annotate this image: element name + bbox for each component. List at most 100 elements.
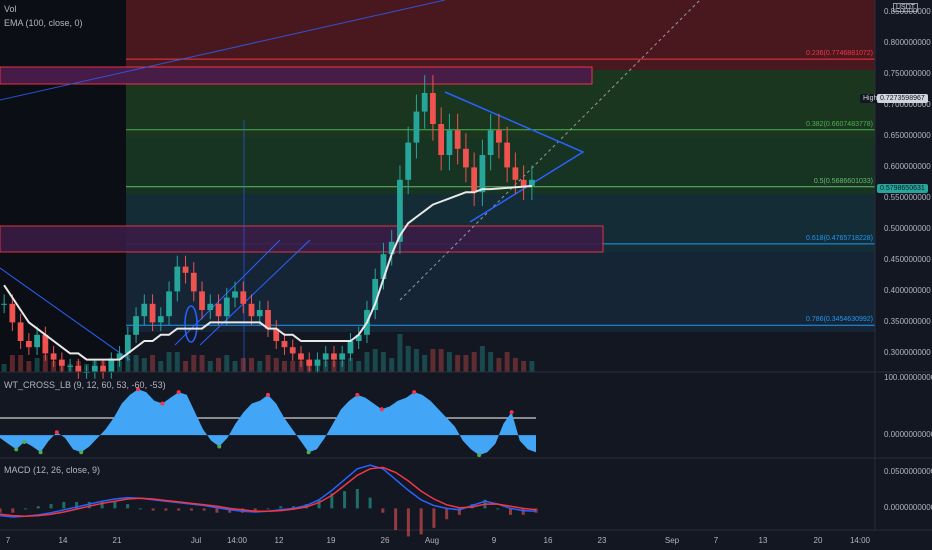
volume-bar xyxy=(463,355,469,372)
indicator-vol[interactable]: Vol xyxy=(4,4,17,14)
fib-zone-618-786 xyxy=(126,252,875,332)
dashed-trendline[interactable] xyxy=(399,0,701,301)
candle-body xyxy=(421,93,428,112)
candle-body xyxy=(289,347,296,354)
macd-hist-bar xyxy=(75,501,79,509)
macd-hist-bar xyxy=(228,508,232,513)
candle-body xyxy=(124,334,131,354)
volume-bar xyxy=(199,355,205,372)
indicator-wt-cross[interactable]: WT_CROSS_LB (9, 12, 60, 53, -60, -53) xyxy=(4,380,166,390)
price-tick: 0.450000000 xyxy=(884,255,931,265)
candle-body xyxy=(314,359,321,366)
wt-dot xyxy=(14,447,19,452)
macd-hist-bar xyxy=(292,506,296,509)
wt-dot xyxy=(136,387,141,392)
price-tick: 0.300000000 xyxy=(884,348,931,358)
candle-body xyxy=(240,291,247,304)
time-tick: 13 xyxy=(758,536,768,545)
volume-bar xyxy=(471,352,477,372)
candle-body xyxy=(306,359,313,366)
macd-hist-bar xyxy=(457,508,461,515)
candle-body xyxy=(91,365,98,372)
volume-bar xyxy=(183,361,189,372)
candle-body xyxy=(223,297,230,317)
macd-hist-bar xyxy=(266,508,270,510)
highlight-ellipse[interactable] xyxy=(184,305,198,343)
macd-hist-bar xyxy=(164,508,168,511)
candle-body xyxy=(75,365,82,372)
macd-hist-bar xyxy=(330,493,334,509)
candle-body xyxy=(520,179,527,186)
high-price-tag: 0.7273598967 xyxy=(877,94,928,103)
indicator-ema[interactable]: EMA (100, close, 0) xyxy=(4,18,83,28)
fib-label: 0.5(0.5686601033) xyxy=(813,177,873,185)
volume-bar xyxy=(364,352,370,372)
time-tick: 12 xyxy=(274,536,284,545)
price-tick: 0.650000000 xyxy=(884,131,931,141)
candle-body xyxy=(9,303,16,323)
candle-body xyxy=(512,167,519,180)
volume-bar xyxy=(224,355,230,372)
macd-hist-bar xyxy=(24,508,28,510)
candle-body xyxy=(25,341,32,348)
price-tick: 0.700000000 xyxy=(884,100,931,110)
wt-dot xyxy=(22,439,27,444)
volume-bar xyxy=(290,361,296,372)
time-tick: 14 xyxy=(58,536,68,545)
wt-dot xyxy=(217,444,222,449)
fib-label: 0.786(0.3454630992) xyxy=(806,316,873,324)
time-tick: Sep xyxy=(664,536,680,545)
wt-dot xyxy=(176,390,181,395)
volume-bar xyxy=(479,346,485,372)
volume-bar xyxy=(282,361,287,372)
volume-bar xyxy=(141,358,147,372)
falling-trendline[interactable] xyxy=(0,267,131,361)
candle-body xyxy=(438,124,445,155)
volume-bar xyxy=(18,355,24,372)
volume-bar xyxy=(150,355,156,372)
volume-bar xyxy=(430,349,436,372)
channel-line-2[interactable] xyxy=(199,239,311,346)
macd-hist-bar xyxy=(355,488,359,509)
macd-hist-bar xyxy=(126,504,130,509)
volume-bar xyxy=(216,358,221,372)
triangle-pattern[interactable] xyxy=(444,91,585,223)
unit-label[interactable]: USDT xyxy=(893,3,919,12)
macd-hist-bar xyxy=(113,501,117,509)
macd-hist-bar xyxy=(508,508,512,515)
macd-hist-bar xyxy=(11,508,15,513)
macd-hist-bar xyxy=(419,508,423,535)
volume-bar xyxy=(488,352,494,372)
candle-body xyxy=(256,310,263,317)
volume-bar xyxy=(26,361,32,372)
macd-hist-bar xyxy=(87,501,91,509)
channel-line-1[interactable] xyxy=(174,239,281,346)
volume-bar xyxy=(249,358,254,372)
candle-body xyxy=(67,365,73,367)
fib-label: 0.382(0.6607483778) xyxy=(806,120,873,128)
macd-hist-bar xyxy=(381,508,385,513)
macd-hist-bar xyxy=(253,508,257,511)
volume-bar xyxy=(521,361,527,372)
macd-hist-bar xyxy=(406,508,410,537)
candle-body xyxy=(265,310,271,329)
indicator-macd[interactable]: MACD (12, 26, close, 9) xyxy=(4,465,101,475)
volume-bar xyxy=(273,358,279,372)
volume-bar xyxy=(347,358,353,372)
candle-body xyxy=(339,353,346,360)
macd-hist-bar xyxy=(279,506,283,509)
time-tick: 7 xyxy=(5,536,11,545)
long-trendline[interactable] xyxy=(0,0,446,101)
volume-bar xyxy=(422,355,428,372)
macd-tick: 0.0500000000 xyxy=(884,467,932,477)
wt-cross-dots xyxy=(14,387,514,458)
supply-zone[interactable] xyxy=(0,66,593,85)
volume-bar xyxy=(158,361,164,372)
candle-body xyxy=(454,130,461,149)
time-tick: Jul xyxy=(190,536,202,545)
candle-body xyxy=(174,266,181,292)
candle-body xyxy=(215,303,222,317)
ema-line[interactable] xyxy=(3,185,532,361)
wt-tick: 0.0000000000 xyxy=(884,430,932,440)
